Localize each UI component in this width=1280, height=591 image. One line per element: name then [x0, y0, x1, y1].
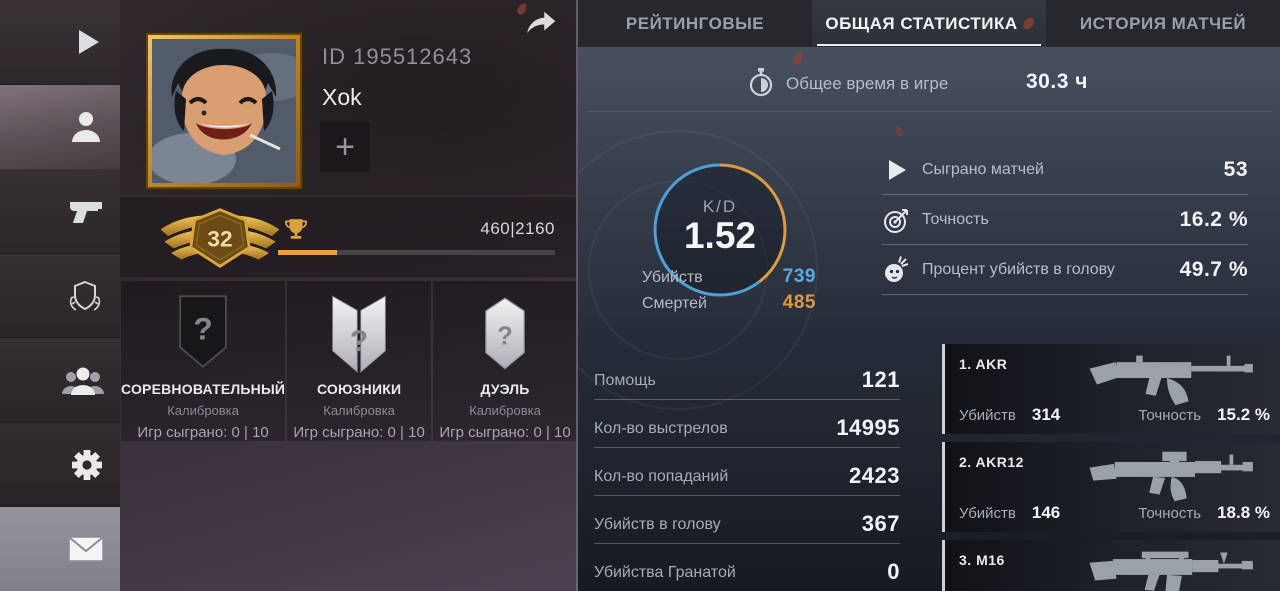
stopwatch-icon	[748, 68, 774, 103]
sidebar-item-armory[interactable]	[0, 169, 120, 254]
profile-icon	[68, 108, 104, 144]
weapon-rank: 2. AKR12	[959, 454, 1024, 470]
pistol-icon	[68, 196, 104, 226]
avatar[interactable]	[146, 33, 302, 189]
kd-ring: K/D 1.52	[645, 155, 795, 305]
sidebar-item-clan[interactable]	[0, 253, 120, 339]
weapon-stats: Убийств 314 Точность 15.2 %	[959, 405, 1270, 424]
mode-card-allies[interactable]: ? СОЮЗНИКИ Калибровка Игр сыграно: 0 | 1…	[287, 281, 432, 441]
player-id: ID 195512643	[322, 44, 473, 69]
m16-rifle-icon	[1086, 546, 1276, 591]
sidebar-item-profile[interactable]	[0, 84, 120, 170]
friends-icon	[62, 364, 104, 396]
mode-title: ДУЭЛЬ	[480, 381, 530, 397]
mode-games-played: Игр сыграно: 0 | 10	[293, 424, 425, 441]
tab-ranked[interactable]: РЕЙТИНГОВЫЕ	[625, 13, 765, 33]
weapon-stats: Убийств 146 Точность 18.8 %	[959, 503, 1270, 522]
add-status-button[interactable]: +	[320, 122, 370, 172]
sidebar-item-play[interactable]	[0, 0, 120, 85]
player-name: Xok	[322, 84, 362, 110]
play-icon	[882, 158, 912, 182]
svg-text:?: ?	[193, 310, 212, 346]
headshot-row: Процент убийств в голову 49.7 %	[882, 245, 1248, 295]
mode-games-played: Игр сыграно: 0 | 10	[439, 424, 571, 441]
accuracy-icon	[882, 206, 912, 234]
kd-label: K/D	[702, 197, 738, 216]
mode-subtitle: Калибровка	[323, 403, 395, 418]
mode-subtitle: Калибровка	[469, 403, 541, 418]
petal-decoration	[894, 125, 905, 138]
kills-row: Убийств 739	[642, 266, 816, 292]
competitive-rank-badge-icon: ?	[167, 291, 239, 379]
svg-text:?: ?	[350, 325, 368, 358]
kills-deaths: Убийств 739 Смертей 485	[642, 266, 816, 318]
sidebar-item-settings[interactable]	[0, 422, 120, 508]
mode-title: СОРЕВНОВАТЕЛЬНЫЙ	[121, 381, 286, 397]
duel-rank-badge-icon: ?	[473, 291, 537, 379]
stats-panel: РЕЙТИНГОВЫЕ ОБЩАЯ СТАТИСТИКА ИСТОРИЯ МАТ…	[578, 0, 1280, 591]
kills-value: 739	[782, 266, 816, 287]
weapon-card-m16: 3. M16	[942, 540, 1280, 591]
mode-card-duel[interactable]: ? ДУЭЛЬ Калибровка Игр сыграно: 0 | 10	[433, 281, 576, 441]
mode-subtitle: Калибровка	[167, 403, 239, 418]
deaths-row: Смертей 485	[642, 292, 816, 318]
weapon-rank: 3. M16	[959, 552, 1005, 568]
svg-text:?: ?	[497, 323, 513, 351]
accuracy-row: Точность 16.2 %	[882, 195, 1248, 245]
mode-cards: ? СОРЕВНОВАТЕЛЬНЫЙ Калибровка Игр сыгран…	[121, 281, 576, 441]
weapon-rank: 1. AKR	[959, 356, 1008, 372]
ak12-rifle-icon	[1086, 448, 1276, 509]
clan-shield-icon	[66, 279, 104, 313]
stat-row-hits: Кол-во попаданий 2423	[594, 448, 900, 496]
divider	[586, 111, 1272, 112]
xp-progress-fill	[278, 250, 337, 255]
stat-row-assists: Помощь 121	[594, 352, 900, 400]
kd-value: 1.52	[683, 215, 756, 256]
tab-bar: РЕЙТИНГОВЫЕ ОБЩАЯ СТАТИСТИКА ИСТОРИЯ МАТ…	[578, 0, 1280, 47]
share-button[interactable]	[520, 8, 560, 40]
tab-general-stats[interactable]: ОБЩАЯ СТАТИСТИКА	[812, 0, 1046, 47]
trophy-icon	[283, 217, 309, 248]
total-time-value: 30.3 ч	[1026, 70, 1088, 93]
kills-label: Убийств	[642, 269, 703, 286]
stat-row-shots: Кол-во выстрелов 14995	[594, 400, 900, 448]
petal-decoration	[791, 50, 805, 67]
ak-rifle-icon	[1086, 350, 1276, 411]
allies-rank-badge-icon: ?	[323, 291, 395, 379]
mode-title: СОЮЗНИКИ	[316, 381, 402, 397]
stat-row-headshots: Убийств в голову 367	[594, 496, 900, 544]
top-weapons-list[interactable]: 1. AKR Убийств 314	[942, 344, 1280, 591]
total-time-label: Общее время в игре	[786, 74, 949, 93]
sidebar	[0, 0, 120, 591]
share-icon	[523, 8, 557, 41]
level-strip: 32 460|2160	[120, 196, 576, 278]
tab-match-history[interactable]: ИСТОРИЯ МАТЧЕЙ	[1079, 13, 1247, 33]
deaths-label: Смертей	[642, 295, 707, 312]
svg-text:32: 32	[207, 226, 232, 251]
weapon-card-akr: 1. AKR Убийств 314	[942, 344, 1280, 434]
level-badge: 32	[158, 205, 282, 276]
settings-gear-icon	[70, 448, 104, 482]
detail-stat-list: Помощь 121 Кол-во выстрелов 14995 Кол-во…	[594, 352, 900, 591]
stat-row-grenade-kills: Убийства Гранатой 0	[594, 544, 900, 591]
headshot-icon	[882, 255, 912, 284]
plus-icon: +	[335, 128, 355, 166]
summary-rows: Сыграно матчей 53 Точность 16.2 %	[882, 145, 1248, 295]
matches-played-row: Сыграно матчей 53	[882, 145, 1248, 195]
mode-games-played: Игр сыграно: 0 | 10	[137, 424, 269, 441]
mode-card-competitive[interactable]: ? СОРЕВНОВАТЕЛЬНЫЙ Калибровка Игр сыгран…	[121, 281, 286, 441]
sidebar-item-mail[interactable]	[0, 507, 120, 591]
avatar-art	[152, 39, 296, 183]
deaths-value: 485	[782, 292, 816, 313]
xp-progress-bar	[278, 250, 555, 255]
sidebar-item-friends[interactable]	[0, 338, 120, 423]
mail-icon	[68, 536, 104, 562]
profile-panel: ID 195512643 Xok +	[120, 0, 578, 591]
weapon-card-akr12: 2. AKR12 Уб	[942, 442, 1280, 532]
petal-decoration	[1020, 15, 1036, 32]
xp-progress-text: 460|2160	[480, 219, 555, 238]
play-icon	[70, 25, 104, 59]
